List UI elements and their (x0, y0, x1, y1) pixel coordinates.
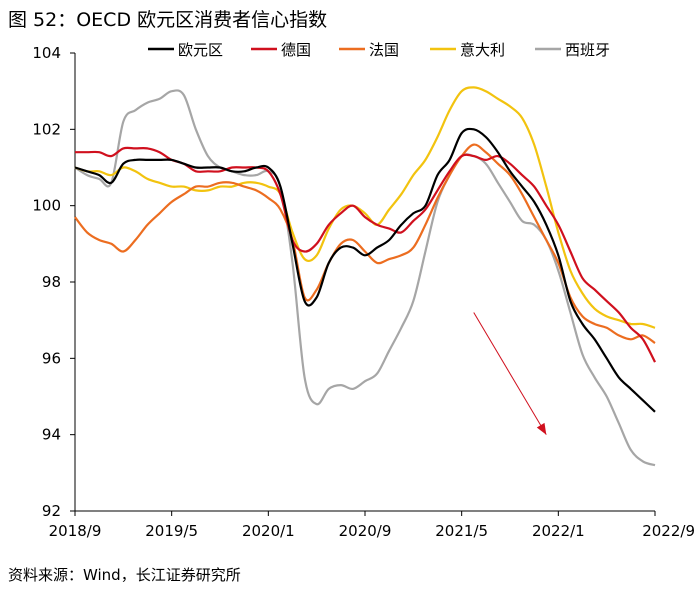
legend-label: 德国 (281, 41, 311, 59)
y-tick-label: 100 (32, 197, 61, 215)
legend-label: 法国 (369, 41, 399, 59)
series-group (74, 86, 656, 467)
source-note: 资料来源：Wind，长江证券研究所 (8, 566, 241, 584)
x-tick-label: 2018/9 (49, 522, 102, 540)
y-tick-label: 104 (32, 44, 61, 62)
series-line-5 (74, 89, 656, 467)
x-tick-label: 2022/9 (642, 522, 695, 540)
figure-title: 图 52：OECD 欧元区消费者信心指数 (8, 9, 328, 31)
x-tick-label: 2020/9 (339, 522, 392, 540)
x-tick-label: 2019/5 (145, 522, 198, 540)
trend-arrow-head (536, 422, 547, 435)
trend-arrow-line (473, 312, 547, 435)
y-tick-label: 94 (42, 426, 61, 444)
legend: 欧元区 德国 法国 意大利 西班牙 (148, 41, 610, 59)
annotation-group (473, 312, 547, 435)
y-tick-label: 92 (42, 502, 61, 520)
x-tick-label: 2020/1 (242, 522, 295, 540)
x-tick-label: 2021/5 (435, 522, 488, 540)
series-line-1 (74, 127, 656, 413)
y-tick-label: 96 (42, 349, 61, 367)
legend-label: 欧元区 (178, 41, 223, 59)
legend-label: 意大利 (460, 41, 505, 59)
series-line-4 (74, 86, 656, 329)
y-tick-label: 98 (42, 273, 61, 291)
series-line-3 (74, 143, 656, 345)
y-tick-label: 102 (32, 120, 61, 138)
x-tick-label: 2022/1 (532, 522, 585, 540)
axes: 92 94 96 98 100 102 104 2018/9 2019/5 2020/1 2020/… (32, 44, 695, 540)
legend-label: 西班牙 (565, 41, 610, 59)
